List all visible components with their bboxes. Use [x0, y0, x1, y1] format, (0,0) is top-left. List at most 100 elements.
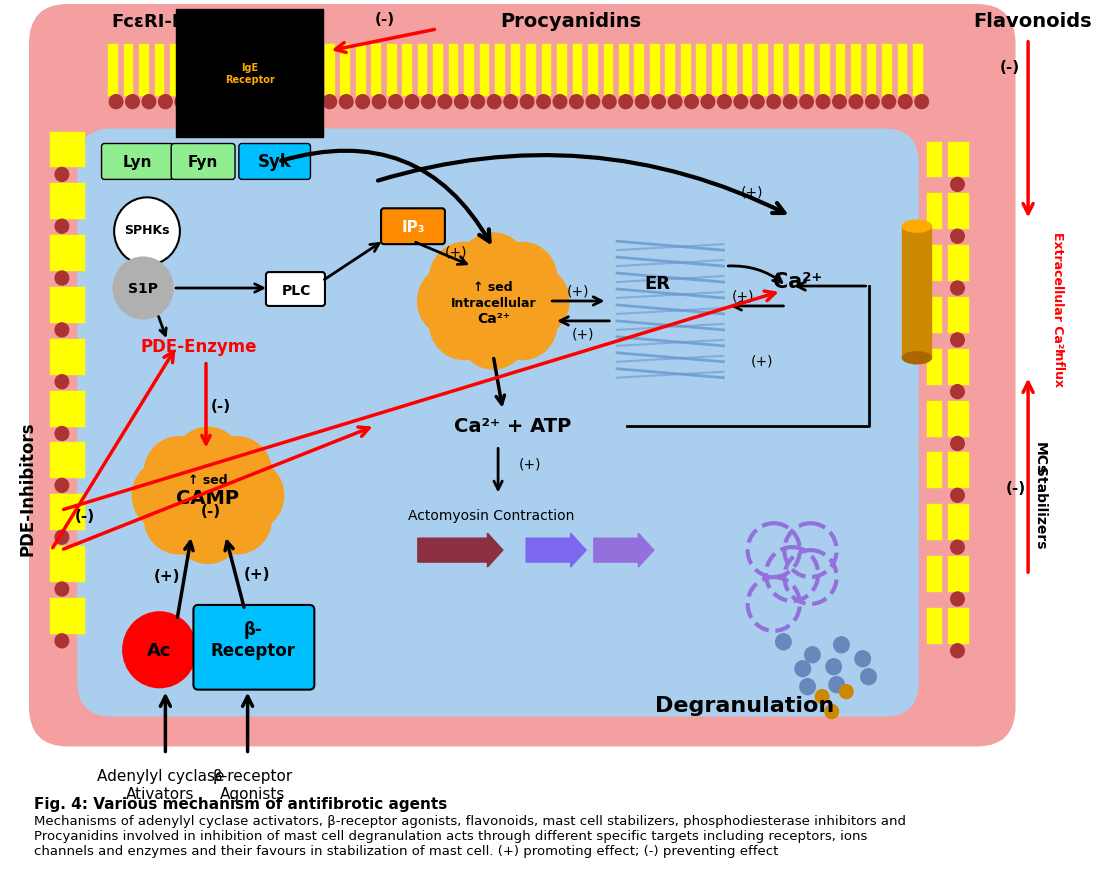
- Bar: [50, 184, 71, 220]
- Text: (+): (+): [572, 328, 594, 342]
- Bar: [926, 453, 942, 488]
- Circle shape: [459, 234, 528, 305]
- Circle shape: [587, 96, 600, 109]
- Circle shape: [767, 96, 780, 109]
- Bar: [588, 45, 598, 75]
- Circle shape: [56, 220, 69, 234]
- Text: Syk: Syk: [258, 153, 292, 171]
- Circle shape: [800, 679, 816, 695]
- Text: IP₃: IP₃: [401, 220, 425, 235]
- Circle shape: [701, 96, 715, 109]
- Bar: [926, 608, 942, 644]
- Circle shape: [56, 323, 69, 337]
- Bar: [176, 10, 323, 137]
- FancyBboxPatch shape: [29, 5, 1015, 746]
- Bar: [464, 45, 474, 75]
- Bar: [356, 45, 365, 75]
- Text: (+): (+): [519, 457, 541, 471]
- Bar: [926, 298, 942, 334]
- Bar: [124, 45, 134, 75]
- Bar: [897, 75, 907, 96]
- Bar: [71, 132, 85, 169]
- Text: (+): (+): [731, 289, 754, 303]
- Bar: [572, 75, 582, 96]
- Circle shape: [487, 96, 501, 109]
- Bar: [449, 75, 459, 96]
- Bar: [309, 45, 319, 75]
- Bar: [526, 45, 535, 75]
- Bar: [464, 75, 474, 96]
- Bar: [71, 288, 85, 323]
- Bar: [108, 45, 118, 75]
- Circle shape: [951, 593, 964, 607]
- Text: Actomyosin Contraction: Actomyosin Contraction: [408, 508, 574, 522]
- Circle shape: [126, 96, 139, 109]
- Circle shape: [145, 437, 214, 508]
- Bar: [294, 75, 304, 96]
- Bar: [233, 75, 242, 96]
- Bar: [186, 75, 196, 96]
- Text: IgE
Receptor: IgE Receptor: [225, 63, 275, 84]
- Bar: [50, 132, 71, 169]
- Bar: [402, 75, 412, 96]
- Circle shape: [951, 644, 964, 658]
- Circle shape: [521, 96, 534, 109]
- Bar: [433, 45, 443, 75]
- Circle shape: [915, 96, 928, 109]
- Bar: [50, 494, 71, 531]
- Bar: [820, 75, 830, 96]
- Bar: [449, 45, 459, 75]
- Circle shape: [459, 298, 528, 369]
- Bar: [805, 75, 815, 96]
- Circle shape: [454, 96, 469, 109]
- Text: (-): (-): [999, 60, 1020, 76]
- Circle shape: [174, 428, 243, 499]
- Circle shape: [951, 541, 964, 554]
- Bar: [727, 75, 737, 96]
- Circle shape: [602, 96, 617, 109]
- Circle shape: [805, 647, 820, 663]
- Circle shape: [56, 531, 69, 545]
- Text: Procyanidins: Procyanidins: [500, 12, 641, 31]
- Circle shape: [142, 96, 156, 109]
- Circle shape: [56, 582, 69, 596]
- Circle shape: [951, 385, 964, 399]
- Circle shape: [159, 96, 173, 109]
- Circle shape: [114, 258, 174, 320]
- Circle shape: [951, 437, 964, 451]
- Text: MCs: MCs: [1033, 441, 1046, 474]
- Circle shape: [553, 96, 567, 109]
- Bar: [50, 288, 71, 323]
- Circle shape: [175, 96, 188, 109]
- Bar: [542, 45, 551, 75]
- Circle shape: [422, 96, 435, 109]
- Text: (+): (+): [741, 185, 764, 199]
- Bar: [278, 75, 288, 96]
- Circle shape: [208, 96, 221, 109]
- Bar: [712, 45, 721, 75]
- Ellipse shape: [903, 353, 932, 364]
- Bar: [263, 45, 273, 75]
- Text: (+): (+): [568, 283, 590, 298]
- Bar: [433, 75, 443, 96]
- Circle shape: [56, 427, 69, 441]
- Bar: [71, 547, 85, 582]
- Bar: [588, 75, 598, 96]
- Bar: [881, 45, 892, 75]
- Bar: [417, 75, 427, 96]
- Circle shape: [487, 289, 556, 360]
- Bar: [926, 194, 942, 230]
- Bar: [247, 75, 257, 96]
- Bar: [948, 556, 969, 593]
- Bar: [926, 143, 942, 178]
- Bar: [926, 505, 942, 541]
- Bar: [356, 75, 365, 96]
- Circle shape: [203, 437, 272, 508]
- Bar: [758, 45, 768, 75]
- Circle shape: [203, 483, 272, 554]
- Circle shape: [735, 96, 748, 109]
- Bar: [511, 75, 521, 96]
- Bar: [867, 45, 876, 75]
- Bar: [789, 45, 799, 75]
- Bar: [558, 45, 567, 75]
